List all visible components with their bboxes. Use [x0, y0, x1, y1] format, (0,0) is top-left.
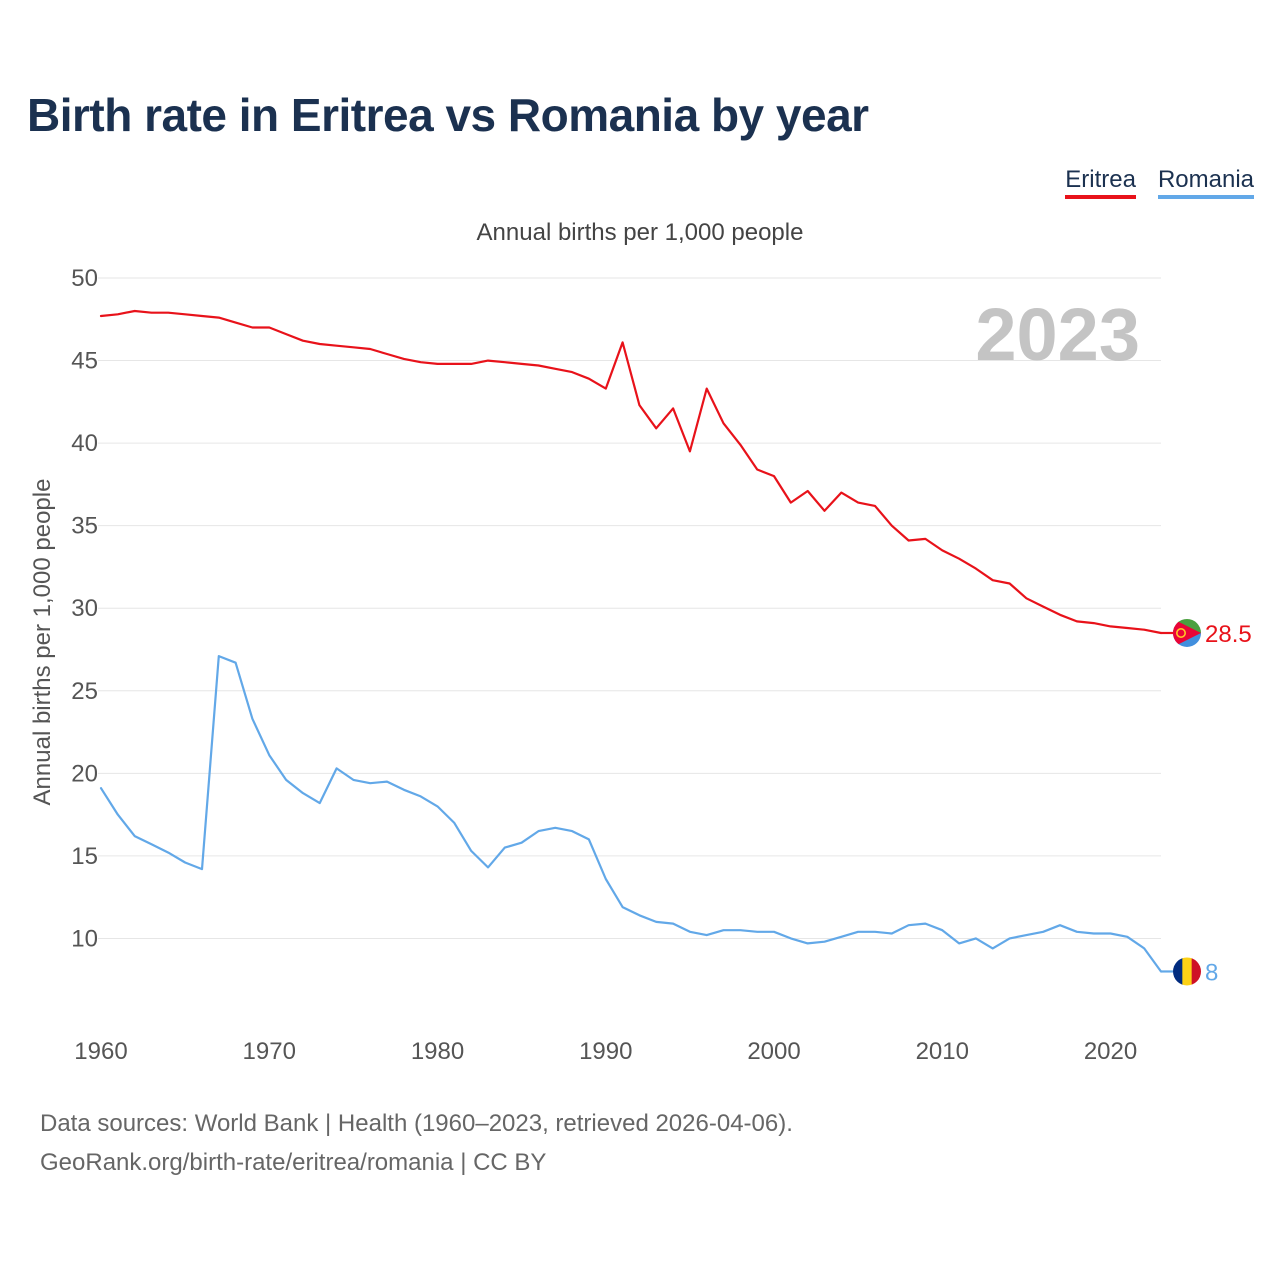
- series-line-eritrea[interactable]: [99, 309, 1163, 635]
- x-tick-label: 1980: [411, 1038, 464, 1065]
- x-tick-label: 1970: [243, 1038, 296, 1065]
- source-line-2[interactable]: GeoRank.org/birth-rate/eritrea/romania |…: [40, 1149, 547, 1176]
- y-tick-label: 45: [71, 348, 98, 375]
- y-tick-label: 50: [71, 265, 98, 292]
- grid-lines: [98, 277, 1161, 939]
- x-tick-label: 1990: [579, 1038, 632, 1065]
- x-tick-label: 2000: [747, 1038, 800, 1065]
- year-watermark: 2023: [975, 293, 1140, 376]
- y-axis-label: Annual births per 1,000 people: [29, 479, 56, 806]
- series-end-label-eritrea: 28.5: [1205, 621, 1252, 648]
- y-axis-ticks: 10 15 20 25 30 35 40 45 50: [71, 265, 98, 952]
- series-end-markers: 28.58: [1161, 618, 1252, 986]
- y-tick-label: 40: [71, 430, 98, 457]
- y-tick-label: 25: [71, 678, 98, 705]
- legend-item-romania[interactable]: Romania: [1157, 166, 1254, 199]
- y-tick-label: 20: [71, 760, 98, 787]
- x-axis-ticks: 1960 1970 1980 1990 2000 2010 2020: [74, 1038, 1137, 1065]
- legend: Eritrea Romania: [1065, 166, 1254, 199]
- data-source: Data sources: World Bank | Health (1960–…: [40, 1104, 793, 1182]
- y-tick-label: 10: [71, 925, 98, 952]
- source-line-1: Data sources: World Bank | Health (1960–…: [40, 1110, 793, 1137]
- legend-item-eritrea[interactable]: Eritrea: [1065, 166, 1136, 199]
- chart-subtitle: Annual births per 1,000 people: [477, 219, 804, 246]
- romania-flag-icon: [1173, 957, 1201, 986]
- y-tick-label: 30: [71, 595, 98, 622]
- chart-title: Birth rate in Eritrea vs Romania by year: [27, 89, 869, 141]
- series-end-label-romania: 8: [1205, 959, 1218, 986]
- x-tick-label: 2020: [1084, 1038, 1137, 1065]
- y-tick-label: 15: [71, 843, 98, 870]
- series-line-romania[interactable]: [99, 654, 1163, 973]
- x-tick-label: 1960: [74, 1038, 127, 1065]
- series-lines: [99, 309, 1163, 973]
- eritrea-flag-icon: [1173, 618, 1201, 647]
- x-tick-label: 2010: [916, 1038, 969, 1065]
- y-tick-label: 35: [71, 513, 98, 540]
